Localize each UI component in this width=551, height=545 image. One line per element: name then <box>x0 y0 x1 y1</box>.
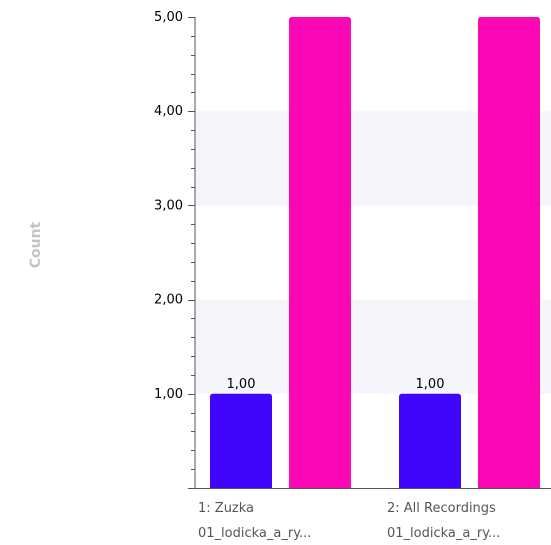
y-axis-tick-labels: 1,00 2,00 3,00 4,00 5,00 <box>154 10 183 402</box>
y-axis-ticks <box>188 17 195 489</box>
bar <box>289 17 351 488</box>
bar <box>210 393 272 488</box>
x-axis-category-labels: 1: Zuzka 01_lodicka_a_ry... 2: All Recordi… <box>198 501 500 541</box>
category-label-line1: 2: All Recordings <box>387 501 496 516</box>
category-label-line1: 1: Zuzka <box>198 501 254 516</box>
y-tick-label: 5,00 <box>154 10 183 25</box>
y-tick-label: 4,00 <box>154 104 183 119</box>
bars <box>210 17 540 488</box>
data-label: 1,00 <box>227 377 256 392</box>
data-labels: 1,00 1,00 <box>227 377 445 392</box>
category-label-line2: 01_lodicka_a_ry... <box>198 526 311 541</box>
y-tick-label: 1,00 <box>154 387 183 402</box>
category-label-line2: 01_lodicka_a_ry... <box>387 526 500 541</box>
bar <box>478 17 540 488</box>
y-tick-label: 2,00 <box>154 293 183 308</box>
y-tick-label: 3,00 <box>154 198 183 213</box>
bar <box>399 393 461 488</box>
y-axis-title: Count <box>28 221 44 268</box>
data-label: 1,00 <box>416 377 445 392</box>
